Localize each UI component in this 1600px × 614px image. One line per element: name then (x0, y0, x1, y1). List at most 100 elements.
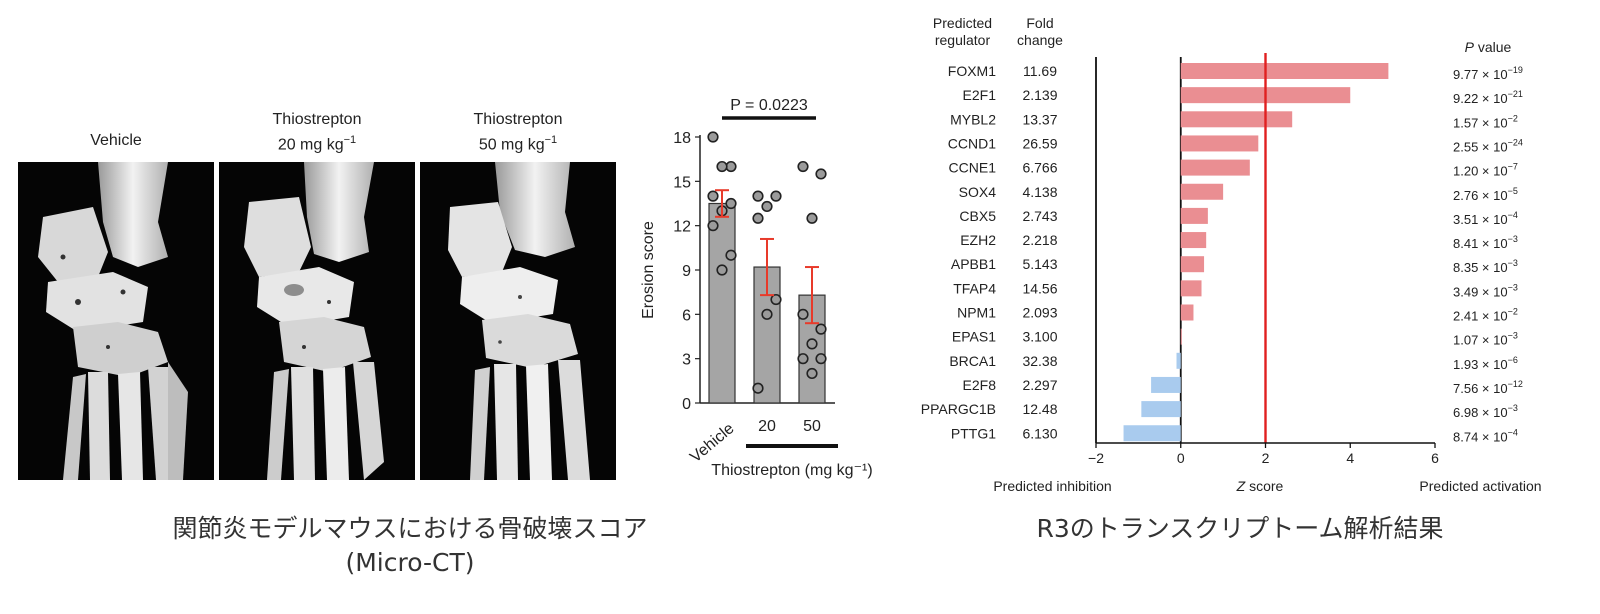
ct-caption-line2: (Micro-CT) (345, 548, 475, 577)
data-point (707, 131, 719, 143)
bone-scan-thio20 (244, 162, 384, 480)
fold-change-label: 26.59 (1022, 135, 1057, 151)
zscore-chart: FOXM1 11.69 9.77 × 10−19 E2F1 2.139 9.22 × 10… (921, 53, 1523, 466)
data-point (797, 160, 809, 173)
regulator-label: SOX4 (959, 184, 997, 200)
p-value-label: 6.98 × 10−3 (1453, 403, 1518, 420)
p-value-label: 9.77 × 10−19 (1453, 65, 1523, 82)
x-tick-label: 0 (1177, 450, 1185, 466)
x-tick-label: −2 (1088, 450, 1104, 466)
y-tick-label: 15 (673, 174, 691, 191)
fold-change-label: 13.37 (1022, 111, 1057, 127)
ct-caption: 関節炎モデルマウスにおける骨破壊スコア (Micro-CT) (60, 512, 760, 580)
data-point (761, 200, 773, 213)
data-point (707, 220, 719, 232)
fold-change-label: 2.743 (1022, 208, 1057, 224)
zscore-bar (1123, 425, 1181, 442)
p-value-label: 1.57 × 10−2 (1453, 113, 1518, 130)
x-axis-label: Thiostrepton (mg kg⁻¹) (711, 462, 872, 479)
regulator-label: PTTG1 (951, 425, 996, 441)
zscore-bar (1151, 376, 1181, 393)
x-tick-label: 4 (1346, 450, 1354, 466)
data-point (815, 353, 827, 365)
zscore-bar (1176, 352, 1181, 369)
x-tick-label: 2 (1262, 450, 1270, 466)
ct-label-thio50: Thiostrepton 50 mg kg−1 (473, 111, 563, 154)
bone-scan-thio50 (448, 162, 590, 480)
p-value-label: 3.51 × 10−4 (1453, 210, 1518, 227)
y-tick-label: 6 (682, 307, 691, 324)
fold-change-label: 6.766 (1022, 160, 1057, 176)
zscore-bar (1180, 159, 1250, 176)
fold-change-label: 2.218 (1022, 232, 1057, 248)
zscore-bar (1180, 232, 1207, 249)
data-point (815, 168, 827, 180)
p-value-label: 2.41 × 10−2 (1453, 307, 1518, 324)
header-p-value: P value (1464, 39, 1512, 55)
p-value-label: 7.56 × 10−12 (1453, 379, 1523, 396)
data-point (770, 293, 782, 306)
ct-image-vehicle (18, 162, 214, 480)
data-point (716, 160, 728, 173)
regulator-label: E2F1 (963, 87, 997, 103)
fold-change-label: 2.093 (1022, 305, 1057, 321)
data-point (752, 212, 764, 224)
significance-label: P = 0.0223 (730, 97, 808, 114)
p-value-label: 9.22 × 10−21 (1453, 89, 1523, 106)
bar (708, 202, 736, 404)
p-value-label: 8.41 × 10−3 (1453, 234, 1518, 251)
regulator-label: CCNE1 (949, 160, 997, 176)
regulator-label: PPARGC1B (921, 401, 996, 417)
data-point (797, 308, 809, 320)
zscore-bar (1180, 207, 1208, 224)
zscore-bar (1180, 304, 1194, 321)
regulator-label: BRCA1 (949, 353, 996, 369)
fold-change-label: 6.130 (1022, 425, 1057, 441)
p-value-label: 1.93 × 10−6 (1453, 355, 1518, 372)
fold-change-label: 11.69 (1023, 63, 1057, 79)
data-point (806, 212, 818, 224)
data-point (806, 338, 818, 350)
zscore-bar (1180, 135, 1259, 152)
zscore-bar (1180, 280, 1202, 297)
regulator-label: APBB1 (951, 256, 996, 272)
ct-image-thio50 (420, 162, 616, 480)
regulator-label: E2F8 (963, 377, 997, 393)
data-point (761, 308, 773, 320)
p-value-label: 1.07 × 10−3 (1453, 331, 1518, 348)
regulator-label: NPM1 (957, 305, 996, 321)
y-tick-label: 12 (673, 219, 691, 236)
data-point (725, 197, 737, 210)
fold-change-label: 2.297 (1022, 377, 1057, 393)
fold-change-label: 14.56 (1022, 280, 1057, 296)
zscore-bar (1180, 183, 1224, 200)
fold-change-label: 5.143 (1022, 256, 1057, 272)
x-tick-label: 6 (1431, 450, 1439, 466)
p-value-label: 2.76 × 10−5 (1453, 186, 1518, 203)
regulator-label: CCND1 (948, 135, 996, 151)
ct-label-thio20: Thiostrepton 20 mg kg−1 (272, 111, 362, 154)
regulator-label: MYBL2 (950, 111, 996, 127)
y-tick-label: 9 (682, 263, 691, 280)
fold-change-label: 12.48 (1022, 401, 1057, 417)
header-regulator: Predicted regulator (932, 15, 993, 48)
p-value-label: 1.20 × 10−7 (1453, 162, 1518, 179)
data-point (752, 382, 764, 394)
data-point (725, 249, 737, 261)
x-tick-label: 50 (803, 418, 821, 435)
data-point (716, 264, 728, 276)
ct-label-vehicle: Vehicle (90, 132, 142, 149)
bone-scan-vehicle (38, 162, 188, 480)
regulator-label: CBX5 (959, 208, 996, 224)
footer-predicted-activation: Predicted activation (1419, 478, 1542, 494)
transcriptome-caption: R3のトランスクリプトーム解析結果 (1036, 514, 1444, 543)
ct-image-thio20 (219, 162, 415, 480)
data-point (725, 160, 737, 173)
p-value-label: 3.49 × 10−3 (1453, 282, 1518, 299)
fold-change-label: 2.139 (1022, 87, 1057, 103)
data-point (815, 323, 827, 335)
zscore-bar (1180, 63, 1389, 79)
x-tick-label: 20 (758, 418, 776, 435)
p-value-label: 8.74 × 10−4 (1453, 427, 1518, 444)
fold-change-label: 4.138 (1022, 184, 1057, 200)
